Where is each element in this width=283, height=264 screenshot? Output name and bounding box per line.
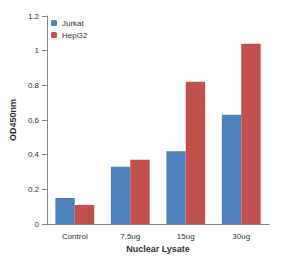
svg-text:15ug: 15ug bbox=[177, 232, 195, 241]
svg-text:1.2: 1.2 bbox=[28, 12, 40, 21]
svg-text:Jurkat: Jurkat bbox=[62, 19, 85, 28]
svg-text:0.2: 0.2 bbox=[28, 185, 40, 194]
svg-text:OD450nm: OD450nm bbox=[8, 99, 18, 141]
svg-text:0.4: 0.4 bbox=[28, 150, 40, 159]
svg-text:Nuclear Lysate: Nuclear Lysate bbox=[126, 244, 190, 254]
svg-text:0.6: 0.6 bbox=[28, 116, 40, 125]
svg-text:HepG2: HepG2 bbox=[62, 31, 88, 40]
svg-text:0.8: 0.8 bbox=[28, 81, 40, 90]
svg-text:0: 0 bbox=[35, 220, 40, 229]
svg-text:30ug: 30ug bbox=[232, 232, 250, 241]
svg-text:Control: Control bbox=[62, 232, 88, 241]
svg-text:1: 1 bbox=[35, 46, 40, 55]
svg-text:7.5ug: 7.5ug bbox=[120, 232, 140, 241]
